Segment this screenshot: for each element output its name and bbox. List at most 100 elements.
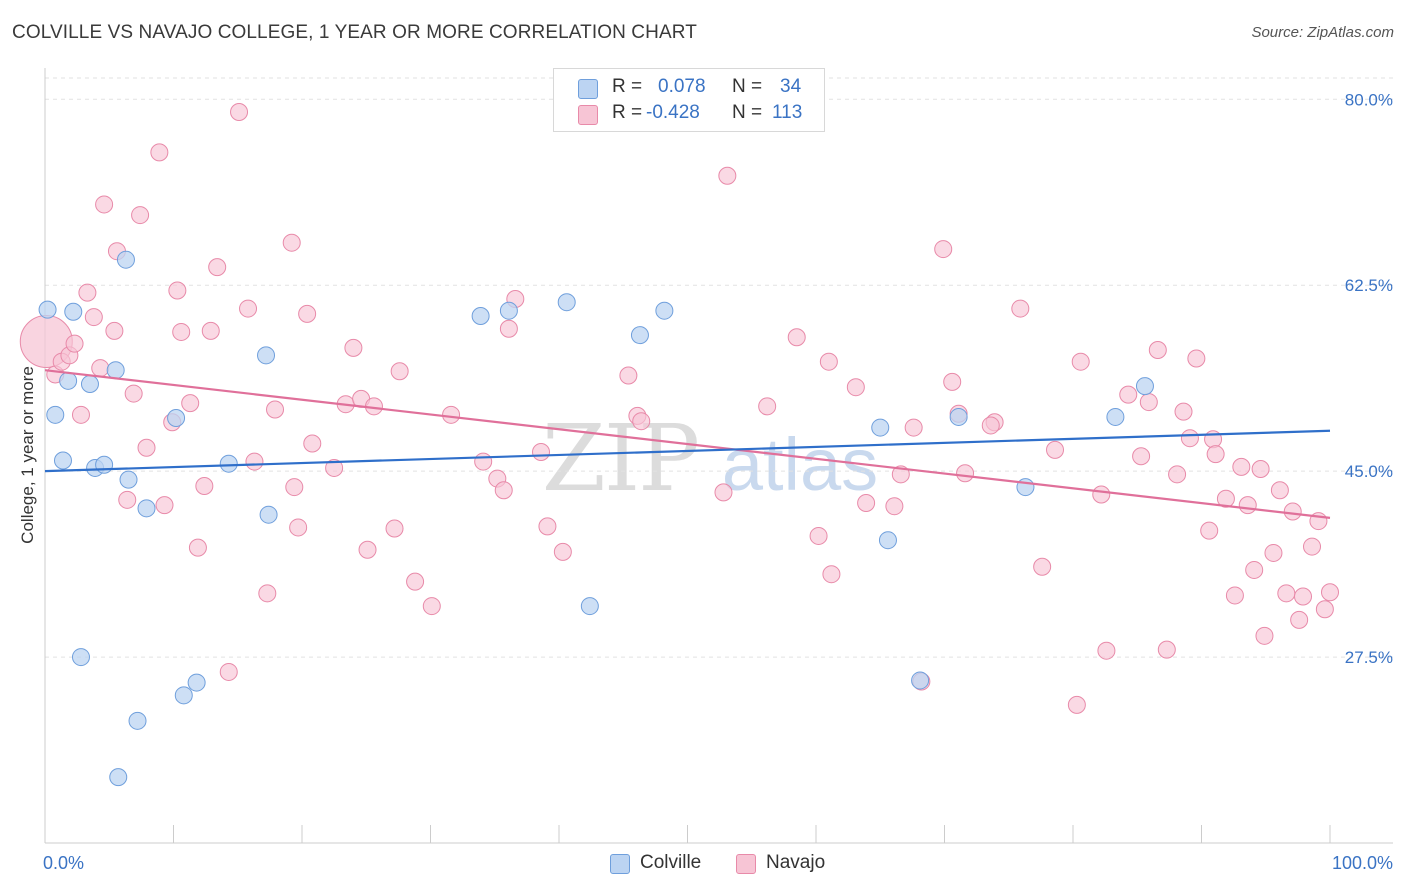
navajo-point bbox=[1321, 583, 1339, 602]
colville-point bbox=[128, 711, 147, 730]
colville-trend-line bbox=[44, 429, 1331, 473]
navajo-point bbox=[1067, 695, 1086, 714]
y-tick-label: 27.5% bbox=[1345, 648, 1393, 667]
watermark-zip: ZIP bbox=[542, 405, 698, 512]
y-tick-label: 62.5% bbox=[1345, 276, 1393, 295]
navajo-point bbox=[819, 352, 838, 371]
navajo-point bbox=[1092, 485, 1111, 504]
navajo-point bbox=[1270, 481, 1289, 500]
navajo-point bbox=[1180, 429, 1199, 448]
colville-n-value: 34 bbox=[780, 76, 802, 97]
navajo-point bbox=[1174, 402, 1193, 421]
navajo-point bbox=[71, 405, 90, 424]
navajo-point bbox=[1097, 641, 1116, 660]
navajo-point bbox=[1251, 460, 1270, 478]
navajo-point bbox=[494, 481, 513, 500]
navajo-point bbox=[758, 397, 777, 416]
navajo-point bbox=[532, 443, 551, 461]
navajo-point bbox=[95, 195, 114, 214]
colville-point bbox=[219, 454, 238, 473]
navajo-point bbox=[474, 452, 493, 471]
navajo-point bbox=[298, 304, 317, 323]
correlation-legend: R = 0.078 N = 34 R = -0.428 N = 113 bbox=[553, 68, 825, 132]
navajo-point bbox=[303, 434, 322, 453]
colville-point bbox=[557, 293, 576, 312]
colville-point bbox=[1135, 377, 1154, 396]
colville-point bbox=[137, 499, 156, 518]
y-tick-label: 45.0% bbox=[1345, 462, 1393, 481]
colville-point bbox=[630, 326, 649, 345]
navajo-point bbox=[885, 497, 904, 516]
navajo-point bbox=[1011, 299, 1030, 318]
navajo-point bbox=[266, 400, 285, 419]
colville-point bbox=[257, 346, 276, 365]
navajo-point bbox=[787, 328, 806, 347]
navajo-point bbox=[219, 662, 238, 681]
colville-point bbox=[871, 418, 890, 437]
navajo-r-value: -0.428 bbox=[646, 102, 700, 123]
navajo-point bbox=[172, 322, 191, 341]
navajo-point bbox=[934, 240, 953, 259]
navajo-point bbox=[195, 477, 214, 495]
navajo-point bbox=[282, 233, 301, 252]
colville-n-label: N = bbox=[732, 76, 763, 97]
navajo-point bbox=[1046, 440, 1065, 459]
navajo-point bbox=[258, 584, 277, 603]
colville-point bbox=[38, 300, 57, 319]
navajo-r-label: R = bbox=[612, 102, 643, 123]
navajo-point bbox=[1245, 560, 1264, 579]
colville-point bbox=[580, 597, 599, 616]
colville-point bbox=[259, 505, 278, 524]
colville-point bbox=[1106, 407, 1125, 426]
navajo-point bbox=[1033, 557, 1052, 576]
navajo-point bbox=[1303, 537, 1322, 556]
navajo-point bbox=[385, 519, 404, 538]
navajo-point bbox=[150, 143, 169, 162]
bottom-navajo-label: Navajo bbox=[766, 852, 826, 873]
navajo-point bbox=[442, 405, 461, 424]
navajo-point bbox=[904, 418, 923, 437]
navajo-point bbox=[857, 494, 876, 512]
navajo-trend-line bbox=[44, 369, 1331, 519]
y-tick-label: 80.0% bbox=[1345, 90, 1393, 109]
navajo-n-value: 113 bbox=[772, 102, 803, 123]
navajo-point bbox=[289, 518, 308, 537]
navajo-point bbox=[553, 542, 572, 561]
colville-r-label: R = bbox=[612, 76, 643, 97]
navajo-point bbox=[390, 362, 409, 381]
colville-point bbox=[499, 301, 518, 320]
navajo-point bbox=[1232, 457, 1251, 476]
colville-point bbox=[71, 648, 90, 667]
navajo-point bbox=[1315, 600, 1334, 619]
navajo-point bbox=[981, 416, 1000, 435]
navajo-point bbox=[822, 565, 841, 584]
navajo-point bbox=[118, 490, 137, 509]
colville-point bbox=[119, 470, 138, 489]
navajo-point bbox=[718, 166, 737, 185]
navajo-point bbox=[1200, 521, 1219, 540]
navajo-point bbox=[1206, 445, 1225, 464]
navajo-point bbox=[1255, 626, 1274, 645]
colville-point bbox=[64, 302, 83, 321]
navajo-point bbox=[1119, 385, 1138, 404]
navajo-point bbox=[239, 299, 258, 318]
navajo-point bbox=[632, 412, 651, 431]
navajo-point bbox=[155, 496, 174, 515]
navajo-point bbox=[1139, 393, 1158, 412]
navajo-point bbox=[538, 517, 557, 536]
colville-point bbox=[80, 375, 99, 393]
navajo-point bbox=[181, 394, 200, 413]
navajo-point bbox=[201, 321, 220, 340]
navajo-point bbox=[137, 438, 156, 457]
navajo-point bbox=[285, 478, 304, 497]
colville-point bbox=[46, 405, 65, 424]
navajo-point bbox=[208, 258, 227, 277]
colville-point bbox=[471, 307, 490, 325]
navajo-point bbox=[1132, 447, 1151, 466]
navajo-point bbox=[1225, 586, 1244, 605]
bottom-colville-swatch bbox=[610, 854, 630, 874]
navajo-point bbox=[1071, 352, 1090, 371]
navajo-point bbox=[619, 366, 638, 385]
navajo-point bbox=[1294, 587, 1313, 606]
